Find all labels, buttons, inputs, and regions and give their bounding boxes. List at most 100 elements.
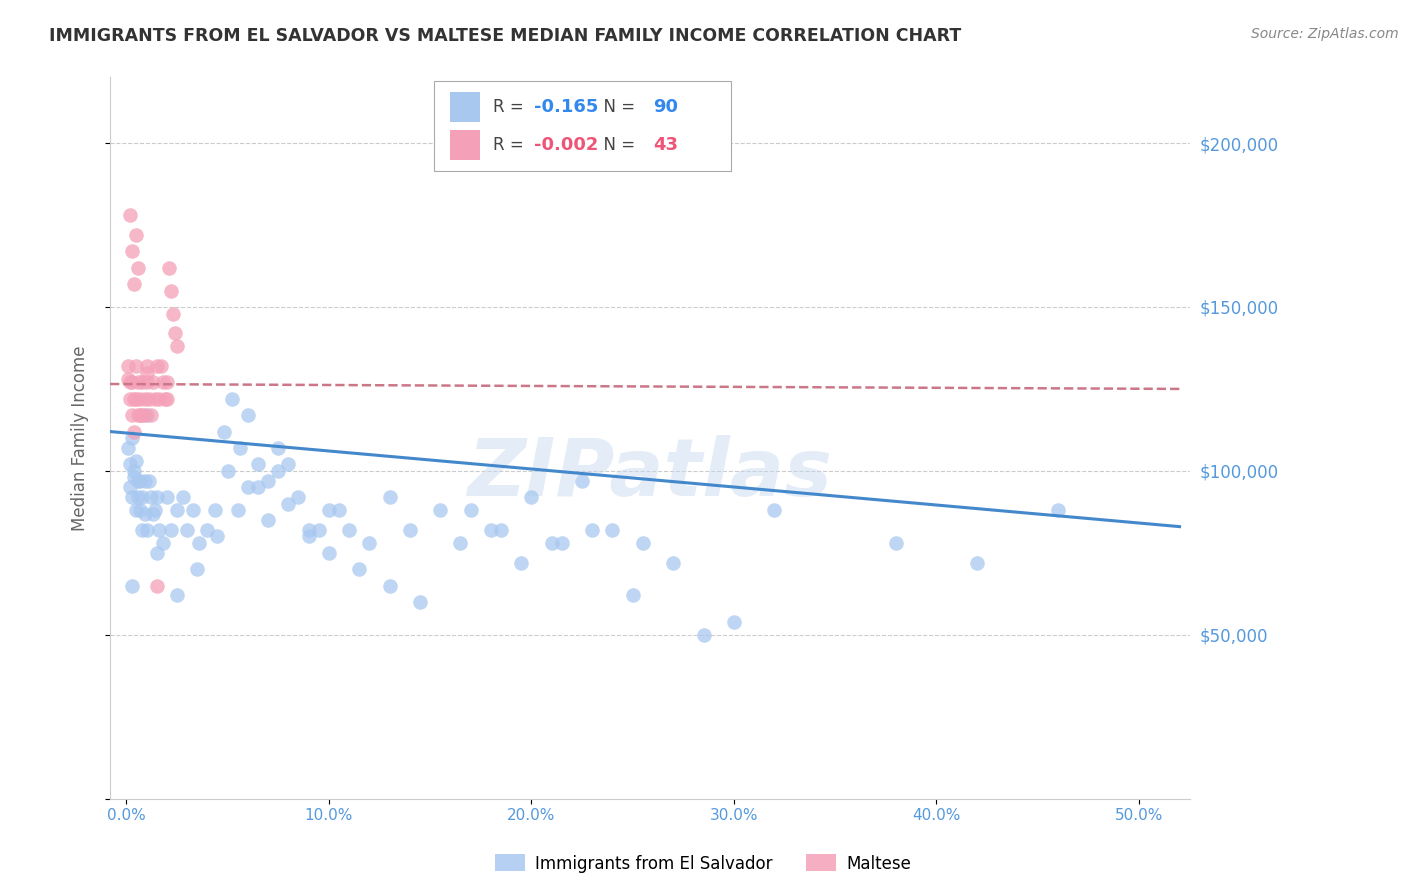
Point bbox=[129, 392, 152, 406]
Point bbox=[520, 490, 543, 504]
Point bbox=[429, 503, 451, 517]
Point bbox=[131, 490, 153, 504]
Point bbox=[135, 523, 157, 537]
Point bbox=[152, 376, 174, 390]
Point bbox=[148, 392, 170, 406]
Point bbox=[142, 507, 165, 521]
Point bbox=[297, 523, 319, 537]
Point bbox=[134, 392, 156, 406]
Point bbox=[479, 523, 502, 537]
Point bbox=[359, 536, 381, 550]
Point bbox=[347, 562, 370, 576]
Point bbox=[143, 392, 166, 406]
Legend: Immigrants from El Salvador, Maltese: Immigrants from El Salvador, Maltese bbox=[488, 847, 918, 880]
Point bbox=[129, 474, 152, 488]
Point bbox=[117, 359, 139, 373]
Point bbox=[117, 441, 139, 455]
Point bbox=[581, 523, 603, 537]
Point bbox=[134, 408, 156, 422]
Point bbox=[121, 408, 143, 422]
Text: 90: 90 bbox=[654, 98, 678, 116]
Point bbox=[621, 589, 644, 603]
Point bbox=[460, 503, 482, 517]
Point bbox=[267, 441, 290, 455]
Point bbox=[188, 536, 211, 550]
Point bbox=[127, 490, 149, 504]
Point bbox=[540, 536, 562, 550]
Point bbox=[145, 490, 167, 504]
Text: ZIPatlas: ZIPatlas bbox=[467, 435, 832, 513]
Text: IMMIGRANTS FROM EL SALVADOR VS MALTESE MEDIAN FAMILY INCOME CORRELATION CHART: IMMIGRANTS FROM EL SALVADOR VS MALTESE M… bbox=[49, 27, 962, 45]
Point bbox=[156, 376, 179, 390]
Point bbox=[135, 376, 157, 390]
Text: -0.002: -0.002 bbox=[534, 136, 599, 154]
Point bbox=[277, 458, 299, 472]
Y-axis label: Median Family Income: Median Family Income bbox=[72, 345, 89, 531]
Text: N =: N = bbox=[593, 136, 640, 154]
Point bbox=[125, 454, 148, 468]
Point bbox=[318, 503, 340, 517]
Point bbox=[160, 284, 183, 298]
Point bbox=[399, 523, 422, 537]
Point bbox=[236, 480, 259, 494]
Point bbox=[120, 480, 142, 494]
Point bbox=[378, 490, 401, 504]
Point bbox=[246, 480, 269, 494]
Point bbox=[145, 359, 167, 373]
Point bbox=[378, 579, 401, 593]
Point bbox=[195, 523, 218, 537]
Point bbox=[120, 208, 142, 222]
Point bbox=[631, 536, 654, 550]
Point bbox=[124, 464, 146, 478]
Point bbox=[134, 507, 156, 521]
Point bbox=[124, 392, 146, 406]
Point bbox=[145, 579, 167, 593]
Point bbox=[157, 260, 180, 275]
Point bbox=[124, 425, 146, 439]
Point bbox=[297, 529, 319, 543]
Point bbox=[692, 628, 714, 642]
Point bbox=[131, 523, 153, 537]
Point bbox=[160, 523, 183, 537]
Point bbox=[162, 306, 184, 320]
Point bbox=[131, 408, 153, 422]
Point bbox=[121, 490, 143, 504]
Point bbox=[884, 536, 907, 550]
Point bbox=[149, 359, 172, 373]
Point bbox=[510, 556, 533, 570]
Text: N =: N = bbox=[593, 98, 640, 116]
Point bbox=[571, 474, 593, 488]
Point bbox=[328, 503, 350, 517]
Point bbox=[121, 244, 143, 259]
Point bbox=[166, 589, 188, 603]
Text: 43: 43 bbox=[654, 136, 678, 154]
Point bbox=[489, 523, 512, 537]
Point bbox=[287, 490, 309, 504]
Point bbox=[139, 408, 162, 422]
Point bbox=[257, 513, 280, 527]
Point bbox=[125, 503, 148, 517]
Text: R =: R = bbox=[494, 136, 529, 154]
Point bbox=[121, 431, 143, 445]
Point bbox=[163, 326, 186, 341]
Point bbox=[176, 523, 198, 537]
Point bbox=[166, 503, 188, 517]
FancyBboxPatch shape bbox=[450, 92, 481, 122]
Point bbox=[129, 408, 152, 422]
Point bbox=[166, 339, 188, 353]
Point bbox=[135, 408, 157, 422]
Point bbox=[124, 277, 146, 291]
Point bbox=[135, 366, 157, 380]
Point bbox=[318, 546, 340, 560]
Point bbox=[226, 503, 249, 517]
Point bbox=[135, 359, 157, 373]
Point bbox=[1046, 503, 1069, 517]
Point bbox=[145, 546, 167, 560]
Point bbox=[152, 536, 174, 550]
Point bbox=[125, 359, 148, 373]
Point bbox=[156, 490, 179, 504]
Point bbox=[246, 458, 269, 472]
Point bbox=[228, 441, 250, 455]
Point bbox=[308, 523, 330, 537]
Point bbox=[131, 376, 153, 390]
